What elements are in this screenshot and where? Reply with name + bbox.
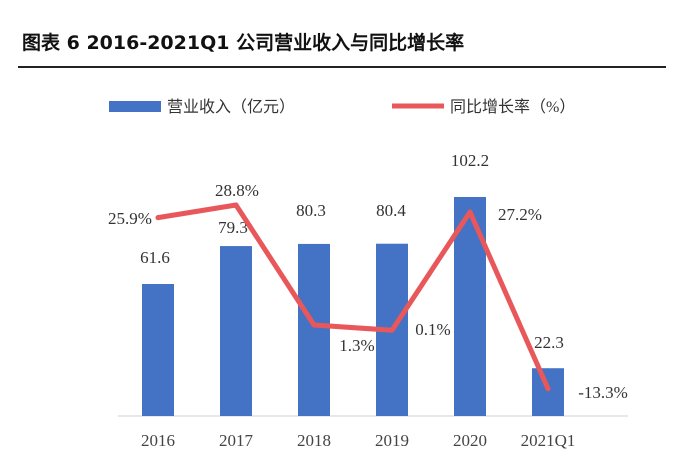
bar-value-label: 61.6 (140, 248, 170, 267)
bar-2021Q1 (532, 368, 564, 416)
growth-value-label: 28.8% (215, 181, 259, 200)
growth-point-2017 (233, 202, 239, 208)
bar-value-label: 80.4 (376, 201, 406, 220)
growth-point-2021Q1 (545, 386, 551, 392)
bar-2016 (142, 284, 174, 416)
title-divider (18, 66, 666, 68)
growth-line (155, 202, 551, 392)
legend-line-label: 同比增长率（%） (450, 98, 575, 116)
x-tick-label: 2017 (219, 431, 254, 450)
bar-2018 (298, 243, 330, 416)
legend-bar-label: 营业收入（亿元） (167, 98, 295, 116)
x-tick-label: 2020 (453, 431, 487, 450)
bar-2017 (220, 246, 252, 416)
growth-point-2016 (155, 215, 161, 221)
bar-value-label: 102.2 (451, 151, 489, 170)
plot-area: 2016 2017 2018 2019 2020 2021Q1 61.6 79.3 80.3 80… (108, 151, 628, 450)
growth-point-2019 (389, 327, 395, 333)
growth-point-2018 (311, 322, 317, 328)
bar-value-label: 80.3 (296, 201, 326, 220)
bar-value-label: 22.3 (534, 333, 564, 352)
x-tick-label: 2019 (375, 431, 409, 450)
growth-point-2020 (467, 209, 473, 215)
bar-value-label: 79.3 (218, 218, 248, 237)
growth-value-label: 1.3% (339, 336, 374, 355)
x-tick-label: 2016 (141, 431, 175, 450)
growth-value-label: 0.1% (415, 320, 450, 339)
growth-value-label: 27.2% (498, 205, 542, 224)
legend-bar-swatch (109, 101, 161, 112)
x-tick-label: 2018 (297, 431, 331, 450)
growth-value-label: -13.3% (578, 383, 628, 402)
growth-value-label: 25.9% (108, 209, 152, 228)
figure-title: 图表 6 2016-2021Q1 公司营业收入与同比增长率 (22, 32, 465, 54)
legend: 营业收入（亿元） 同比增长率（%） (109, 98, 575, 116)
x-tick-label: 2021Q1 (521, 431, 576, 450)
